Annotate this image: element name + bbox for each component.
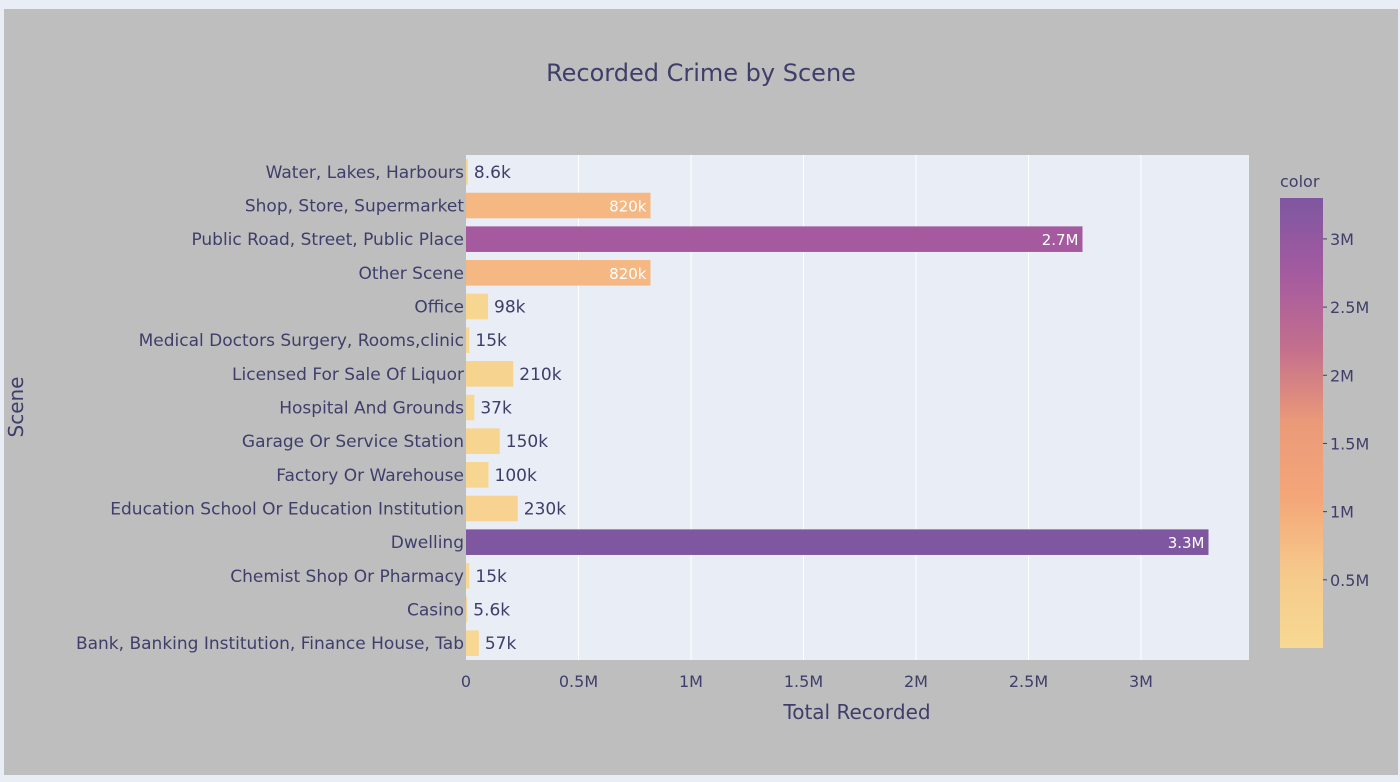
bar[interactable] (466, 596, 468, 623)
colorbar-tick-label: 2M (1330, 366, 1354, 385)
x-tick-label: 2.5M (1009, 672, 1048, 691)
bar-value-label: 210k (519, 365, 561, 385)
bar-value-label: 15k (475, 331, 507, 351)
bar-value-label: 3.3M (1168, 534, 1205, 552)
x-tick-label: 0.5M (559, 672, 598, 691)
y-tick-label: Licensed For Sale Of Liquor (232, 365, 464, 385)
x-tick-label: 0 (461, 672, 471, 691)
y-tick-label: Casino (407, 601, 464, 621)
bar[interactable] (466, 462, 489, 488)
bar[interactable] (466, 260, 651, 286)
colorbar-tick-label: 2.5M (1330, 298, 1369, 317)
bar-value-label: 8.6k (474, 163, 511, 183)
bar[interactable] (466, 226, 1083, 252)
bar[interactable] (466, 394, 475, 421)
bar-chart: Recorded Crime by Scene 8.6k 820k 2.7M 820k… (4, 59, 1369, 724)
bar-value-label: 57k (485, 634, 517, 654)
colorbar-tick-label: 1M (1330, 503, 1354, 522)
bar[interactable] (466, 428, 500, 454)
x-tick-label: 1.5M (784, 672, 823, 691)
y-tick-label: Garage Or Service Station (242, 432, 464, 452)
y-tick-label: Education School Or Education Institutio… (110, 500, 464, 520)
bar[interactable] (466, 495, 518, 522)
x-tick-label: 2M (904, 672, 928, 691)
colorbar-tick-label: 1.5M (1330, 434, 1369, 453)
bar-value-label: 820k (609, 198, 647, 216)
y-axis-tick-labels: Water, Lakes, Harbours Shop, Store, Super… (76, 163, 464, 654)
bar-value-label: 98k (494, 298, 526, 318)
y-tick-label: Water, Lakes, Harbours (266, 163, 464, 183)
y-tick-label: Bank, Banking Institution, Finance House… (76, 634, 464, 654)
bar[interactable] (466, 327, 470, 353)
y-tick-label: Chemist Shop Or Pharmacy (230, 567, 464, 587)
bar[interactable] (466, 293, 489, 320)
y-tick-label: Hospital And Grounds (279, 399, 464, 419)
y-tick-label: Factory Or Warehouse (276, 466, 464, 486)
bar[interactable] (466, 192, 651, 219)
colorbar-title: color (1280, 172, 1320, 191)
x-axis-title: Total Recorded (782, 700, 930, 724)
x-tick-label: 3M (1129, 672, 1153, 691)
colorbar-tick-label: 0.5M (1330, 571, 1369, 590)
bar-value-label: 100k (495, 466, 537, 486)
x-tick-label: 1M (679, 672, 703, 691)
bar-value-label: 15k (475, 567, 507, 587)
bar-value-label: 5.6k (473, 601, 510, 621)
chart-frame: Recorded Crime by Scene 8.6k 820k 2.7M 820k… (4, 9, 1398, 775)
bar-value-label: 37k (480, 399, 512, 419)
bars (466, 159, 1209, 656)
bar[interactable] (466, 159, 468, 185)
y-tick-label: Office (414, 298, 464, 318)
bar-value-labels: 8.6k 820k 2.7M 820k 98k 15k 210k 37k 150k 100k 230… (473, 163, 1204, 654)
bar-value-label: 2.7M (1042, 231, 1079, 249)
y-tick-label: Dwelling (391, 533, 464, 553)
bar-value-label: 230k (524, 500, 566, 520)
bar[interactable] (466, 529, 1209, 555)
y-tick-label: Public Road, Street, Public Place (191, 230, 464, 250)
bar-value-label: 820k (609, 265, 647, 283)
colorbar: color 0.5M 1M 1.5M 2M 2.5M 3M (1280, 172, 1369, 648)
y-axis-title: Scene (4, 377, 28, 438)
bar[interactable] (466, 361, 514, 387)
y-tick-label: Shop, Store, Supermarket (245, 197, 464, 217)
bar[interactable] (466, 630, 479, 656)
bar[interactable] (466, 563, 470, 589)
x-axis-tick-labels: 0 0.5M 1M 1.5M 2M 2.5M 3M (461, 672, 1153, 691)
bar-value-label: 150k (506, 432, 548, 452)
colorbar-tick-labels: 0.5M 1M 1.5M 2M 2.5M 3M (1323, 230, 1369, 590)
y-tick-label: Other Scene (358, 264, 464, 284)
colorbar-tick-label: 3M (1330, 230, 1354, 249)
chart-title: Recorded Crime by Scene (546, 59, 856, 87)
colorbar-gradient (1280, 198, 1323, 648)
y-tick-label: Medical Doctors Surgery, Rooms,clinic (139, 331, 464, 351)
